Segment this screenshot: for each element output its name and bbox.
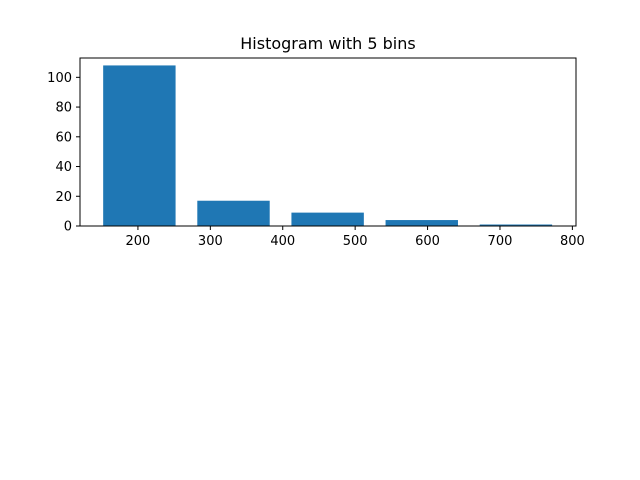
x-tick-label: 200 xyxy=(126,234,151,249)
bars-group xyxy=(103,65,553,227)
histogram-bar-1 xyxy=(103,65,176,227)
y-axis-ticks: 0 20 40 60 80 100 xyxy=(47,71,80,235)
y-tick-label: 100 xyxy=(47,71,72,86)
x-tick-label: 300 xyxy=(198,234,223,249)
histogram-bar-5 xyxy=(479,224,553,226)
axes-frame xyxy=(79,57,577,227)
y-tick-label: 80 xyxy=(55,101,72,116)
x-axis-ticks: 200 300 400 500 600 700 800 xyxy=(126,226,585,249)
y-tick-label: 0 xyxy=(64,220,72,235)
x-tick-label: 800 xyxy=(560,234,585,249)
x-tick-label: 500 xyxy=(343,234,368,249)
histogram-bar-2 xyxy=(197,200,270,226)
histogram-bar-3 xyxy=(291,212,364,226)
y-tick-label: 60 xyxy=(55,130,72,145)
x-tick-label: 600 xyxy=(415,234,440,249)
chart-title: Histogram with 5 bins xyxy=(240,34,415,53)
y-tick-label: 20 xyxy=(55,190,72,205)
histogram-bar-4 xyxy=(385,220,458,226)
y-tick-label: 40 xyxy=(55,160,72,175)
plot-area: 0 20 40 60 80 100 200 300 400 500 600 700 800 xyxy=(47,57,585,249)
x-tick-label: 400 xyxy=(270,234,295,249)
x-tick-label: 700 xyxy=(488,234,513,249)
